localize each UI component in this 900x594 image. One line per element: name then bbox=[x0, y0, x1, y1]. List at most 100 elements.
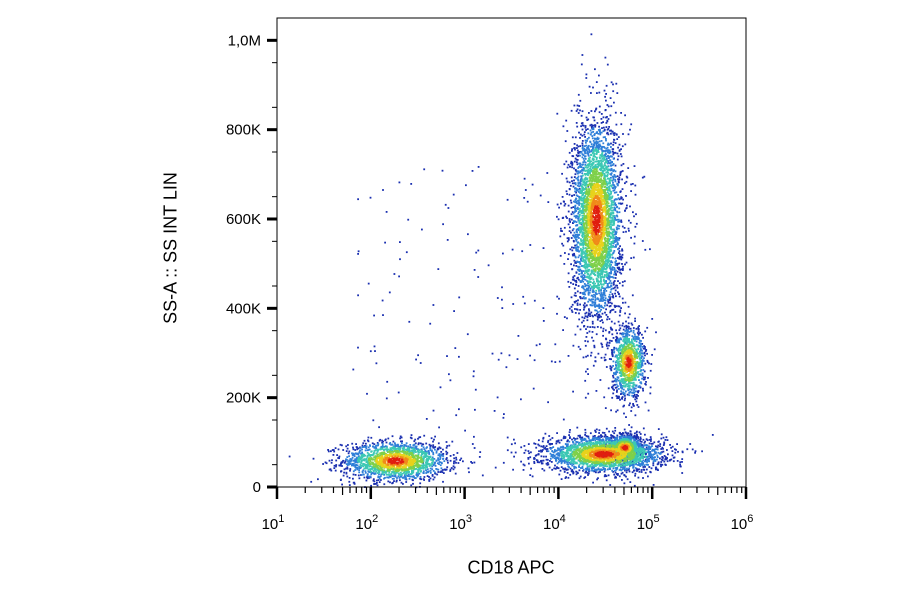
scatter-point bbox=[558, 297, 560, 300]
scatter-point bbox=[619, 253, 621, 256]
scatter-point bbox=[607, 133, 610, 136]
scatter-point bbox=[422, 478, 425, 480]
scatter-point bbox=[369, 445, 371, 447]
scatter-point bbox=[630, 426, 633, 429]
scatter-point bbox=[619, 436, 621, 439]
scatter-point bbox=[620, 397, 623, 400]
scatter-point bbox=[651, 449, 653, 452]
scatter-point bbox=[587, 340, 589, 343]
scatter-point bbox=[547, 401, 549, 404]
scatter-point bbox=[614, 471, 617, 474]
scatter-point bbox=[665, 436, 668, 439]
scatter-point bbox=[546, 463, 549, 466]
scatter-point bbox=[600, 148, 603, 151]
scatter-point bbox=[582, 183, 584, 186]
scatter-point bbox=[332, 454, 335, 456]
scatter-point bbox=[630, 464, 633, 466]
scatter-point bbox=[639, 346, 642, 348]
scatter-point bbox=[609, 301, 612, 304]
scatter-point bbox=[612, 308, 615, 311]
scatter-point bbox=[576, 245, 579, 248]
scatter-point bbox=[663, 460, 666, 463]
scatter-point bbox=[616, 242, 619, 245]
scatter-point bbox=[584, 259, 587, 262]
scatter-point bbox=[596, 146, 599, 149]
scatter-point bbox=[618, 475, 621, 478]
scatter-point bbox=[580, 199, 583, 202]
scatter-point bbox=[586, 276, 589, 279]
scatter-point bbox=[600, 131, 603, 134]
scatter-point bbox=[587, 442, 590, 445]
scatter-point bbox=[615, 473, 618, 475]
scatter-point bbox=[413, 448, 415, 450]
scatter-point bbox=[346, 458, 348, 461]
scatter-point bbox=[661, 456, 664, 458]
scatter-point bbox=[611, 267, 613, 270]
scatter-point bbox=[547, 450, 550, 453]
scatter-point bbox=[582, 296, 585, 298]
scatter-point bbox=[373, 314, 375, 317]
scatter-point bbox=[593, 437, 595, 440]
scatter-point bbox=[565, 190, 568, 193]
scatter-point bbox=[580, 259, 582, 262]
scatter-point bbox=[613, 348, 616, 351]
scatter-point bbox=[627, 338, 630, 341]
scatter-point bbox=[686, 448, 689, 451]
scatter-point bbox=[433, 438, 435, 441]
scatter-point bbox=[558, 206, 560, 209]
scatter-point bbox=[591, 135, 594, 137]
scatter-point bbox=[607, 283, 609, 285]
scatter-point bbox=[392, 440, 395, 443]
scatter-point bbox=[578, 200, 580, 202]
scatter-point bbox=[348, 484, 351, 486]
scatter-point bbox=[640, 352, 643, 355]
scatter-point bbox=[614, 438, 616, 440]
scatter-point bbox=[373, 345, 376, 348]
scatter-point bbox=[395, 479, 398, 482]
scatter-point bbox=[618, 329, 621, 331]
scatter-point bbox=[587, 300, 590, 303]
scatter-point bbox=[426, 470, 429, 473]
scatter-point bbox=[575, 238, 578, 241]
scatter-point bbox=[615, 274, 617, 276]
scatter-point bbox=[621, 386, 623, 389]
scatter-point bbox=[624, 312, 626, 315]
scatter-point bbox=[382, 446, 385, 449]
scatter-point bbox=[607, 253, 610, 256]
scatter-point bbox=[612, 235, 614, 237]
scatter-point bbox=[583, 259, 586, 262]
scatter-point bbox=[594, 303, 597, 305]
scatter-point bbox=[534, 443, 537, 445]
scatter-point bbox=[568, 218, 571, 220]
scatter-point bbox=[612, 242, 615, 245]
scatter-point bbox=[618, 227, 620, 230]
scatter-point bbox=[416, 475, 419, 478]
scatter-point bbox=[597, 477, 599, 480]
scatter-point bbox=[617, 385, 619, 388]
scatter-point bbox=[603, 470, 606, 473]
scatter-point bbox=[549, 443, 552, 446]
scatter-point bbox=[593, 326, 596, 329]
scatter-point bbox=[614, 142, 617, 144]
scatter-point bbox=[432, 463, 435, 466]
scatter-point bbox=[429, 464, 431, 467]
scatter-point bbox=[602, 327, 605, 330]
scatter-point bbox=[618, 250, 621, 252]
scatter-point bbox=[602, 307, 605, 309]
scatter-point bbox=[588, 150, 591, 152]
scatter-point bbox=[620, 196, 623, 199]
scatter-point bbox=[612, 387, 614, 390]
scatter-point bbox=[657, 444, 660, 447]
scatter-point bbox=[580, 218, 582, 220]
scatter-point bbox=[641, 372, 644, 375]
scatter-point bbox=[606, 104, 609, 106]
scatter-point bbox=[613, 322, 616, 325]
scatter-point bbox=[615, 338, 618, 341]
scatter-point bbox=[393, 477, 395, 480]
scatter-point bbox=[586, 368, 589, 370]
scatter-point bbox=[501, 298, 503, 301]
scatter-point bbox=[592, 295, 594, 298]
scatter-point bbox=[628, 229, 630, 232]
scatter-point bbox=[561, 446, 563, 449]
scatter-point bbox=[431, 465, 434, 468]
